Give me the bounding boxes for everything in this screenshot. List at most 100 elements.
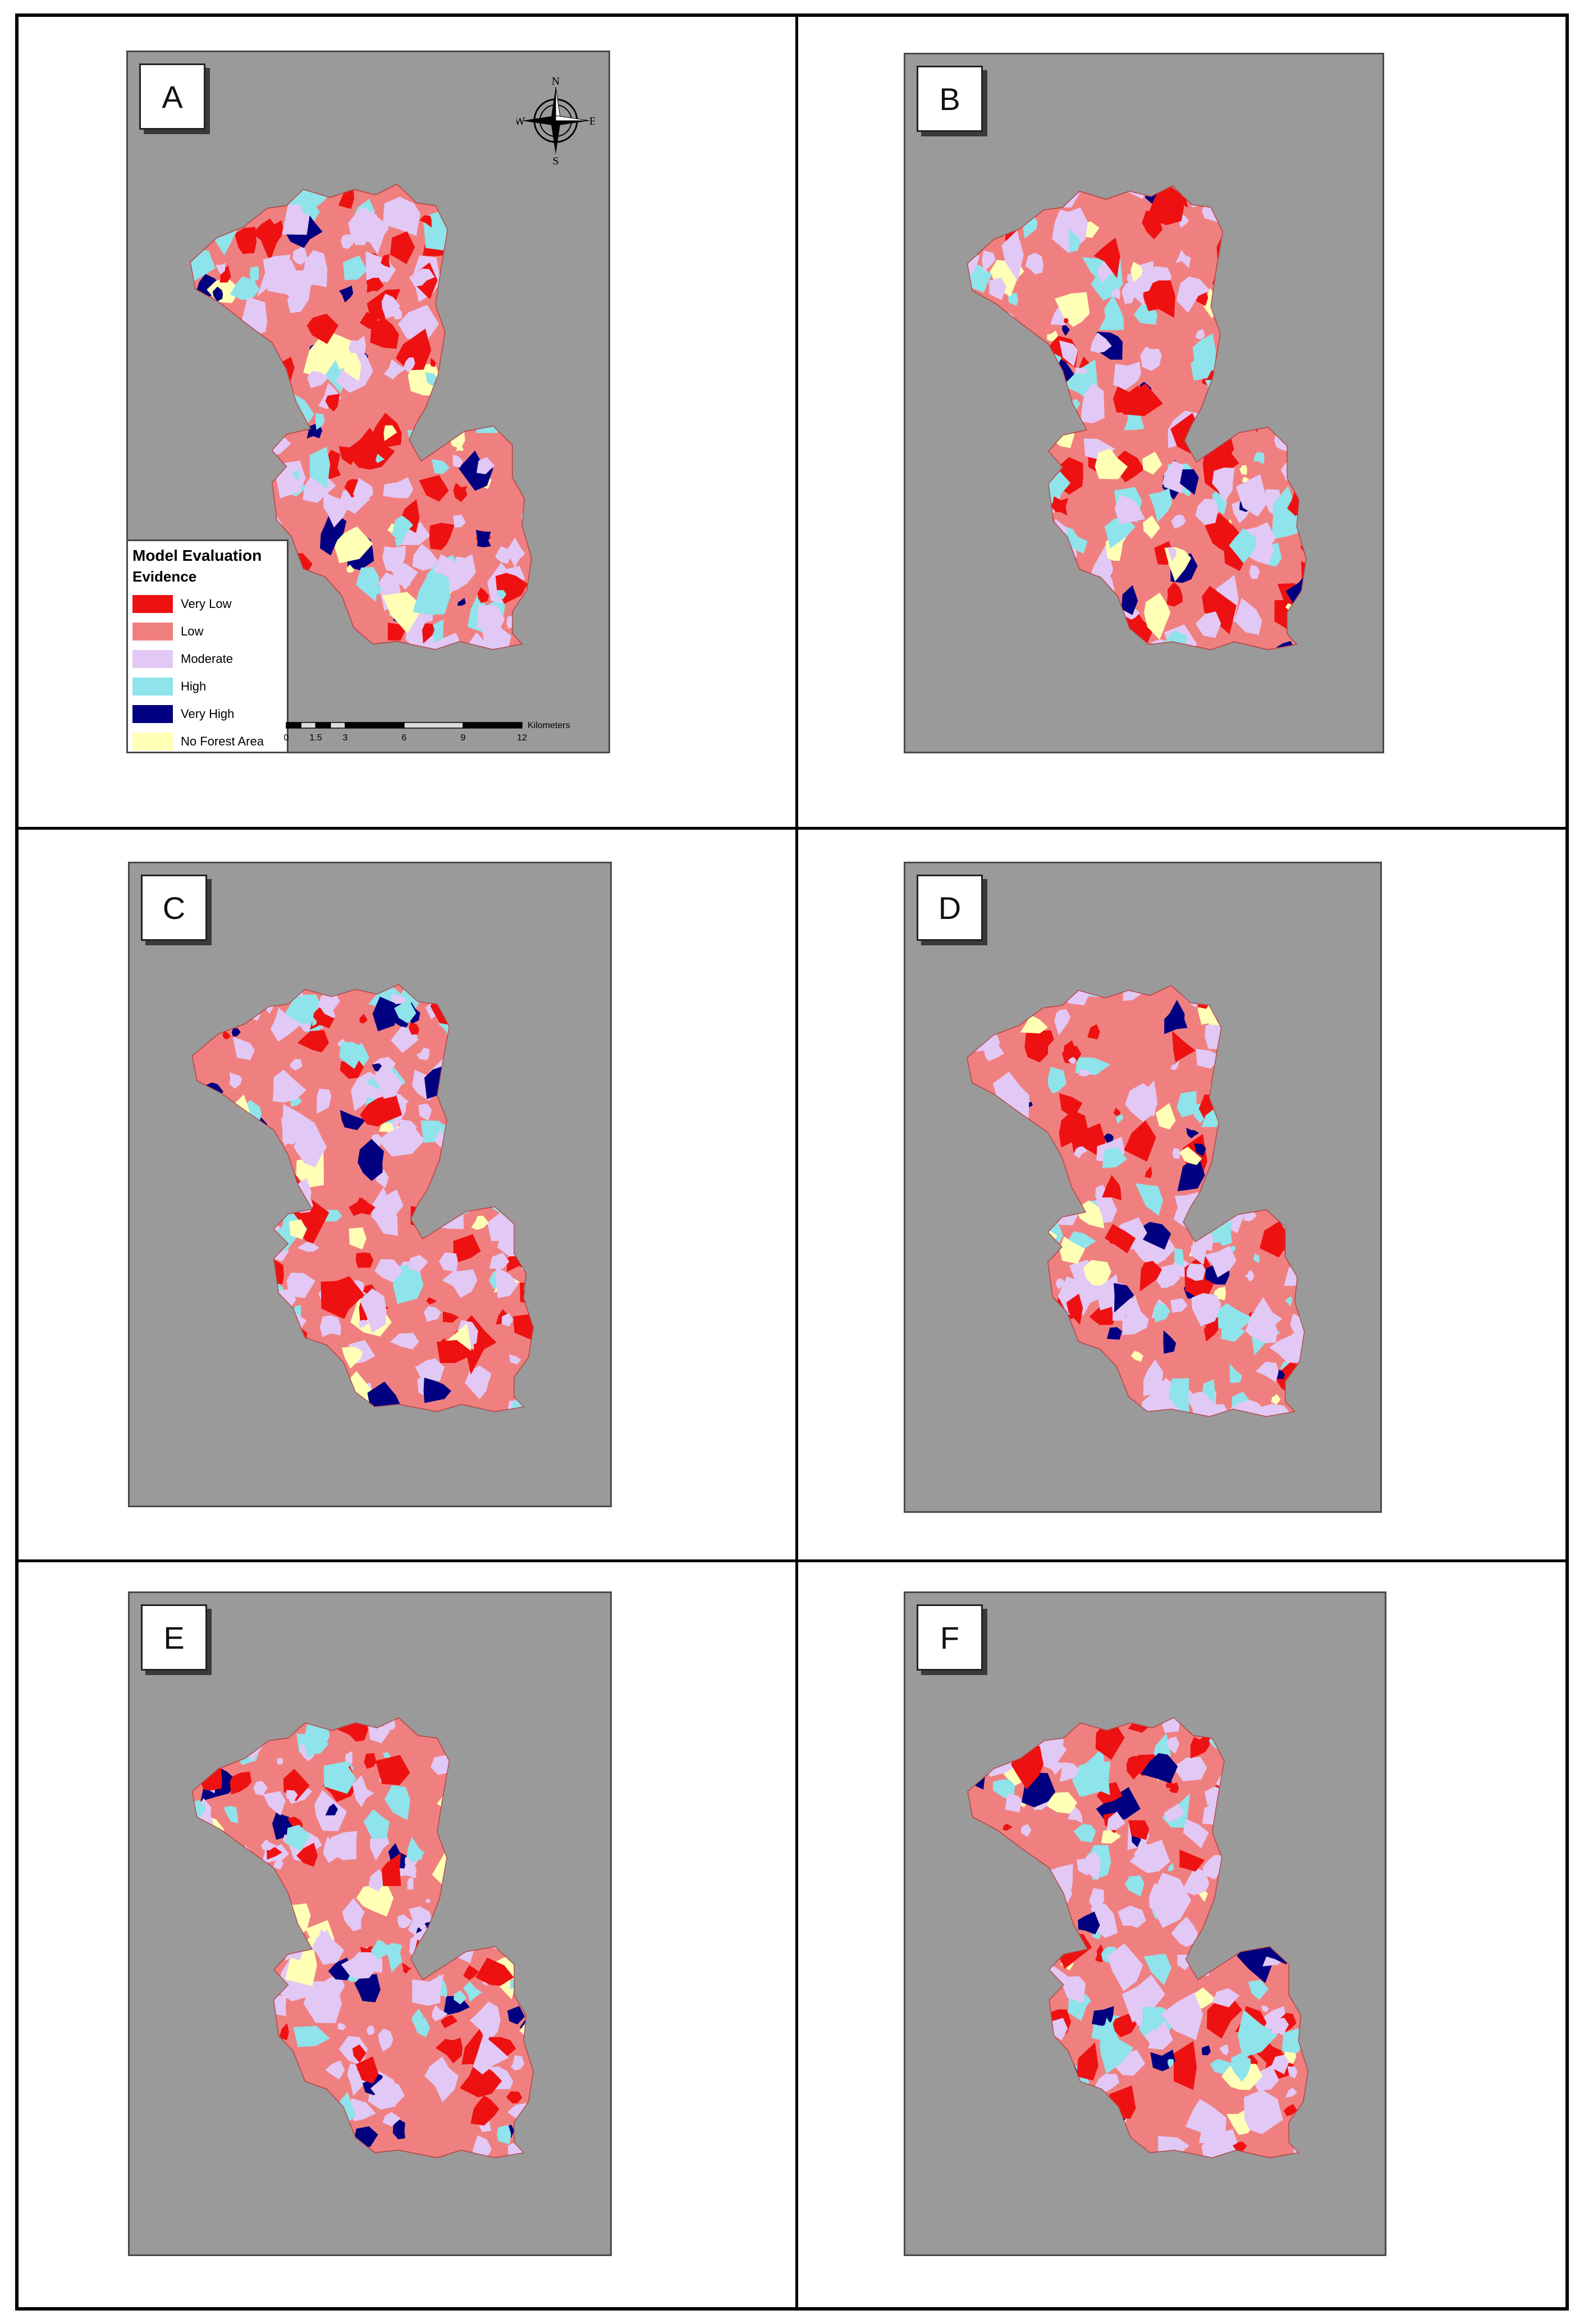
patch-very-low bbox=[409, 1022, 419, 1035]
patch-moderate bbox=[469, 241, 487, 267]
patch-no-forest bbox=[262, 468, 276, 482]
patch-no-forest bbox=[349, 1227, 367, 1250]
map-legend: Model Evaluation Evidence Very Low Low Moder… bbox=[128, 539, 289, 752]
scale-tick-label: 0 bbox=[284, 733, 289, 743]
patch-very-low bbox=[969, 400, 981, 420]
patch-moderate bbox=[270, 1008, 302, 1042]
patch-very-low bbox=[360, 1094, 402, 1127]
patch-moderate bbox=[1030, 1238, 1050, 1254]
patch-moderate bbox=[1271, 2018, 1289, 2034]
patch-moderate bbox=[223, 1970, 241, 1991]
patch-no-forest bbox=[1304, 1083, 1315, 1096]
patch-very-low bbox=[1015, 1896, 1026, 1904]
patch-very-low bbox=[523, 1370, 534, 1403]
patch-moderate bbox=[379, 1189, 404, 1215]
patch-moderate bbox=[1002, 2030, 1024, 2047]
patch-high bbox=[980, 1974, 999, 1992]
patch-moderate bbox=[1219, 2044, 1229, 2056]
patch-moderate bbox=[404, 357, 415, 373]
patch-very-low bbox=[264, 1370, 290, 1398]
patch-moderate bbox=[1279, 1754, 1303, 1783]
patch-very-low bbox=[310, 1007, 335, 1030]
patch-moderate bbox=[209, 439, 251, 483]
patch-high bbox=[1008, 195, 1024, 213]
patch-moderate bbox=[977, 336, 1010, 368]
patch-high bbox=[497, 2125, 511, 2145]
patch-very-high bbox=[456, 1156, 469, 1168]
patch-high bbox=[1203, 1210, 1217, 1232]
patch-high bbox=[1104, 515, 1136, 548]
patch-moderate bbox=[1053, 2093, 1069, 2105]
patch-moderate bbox=[1239, 998, 1284, 1036]
patch-moderate bbox=[453, 1025, 492, 1069]
patch-very-high bbox=[212, 286, 223, 302]
patch-moderate bbox=[1281, 275, 1299, 294]
patch-no-forest bbox=[192, 1822, 207, 1850]
scale-bar: 0 1.5 3 6 9 12 Kilometers bbox=[284, 721, 598, 747]
patch-very-low bbox=[1144, 1166, 1152, 1178]
patch-moderate bbox=[259, 2143, 293, 2158]
patch-high bbox=[1158, 630, 1187, 650]
patch-very-low bbox=[1283, 2103, 1298, 2116]
patch-high bbox=[260, 1204, 270, 1216]
patch-high bbox=[1143, 1954, 1172, 1986]
patch-very-low bbox=[190, 442, 222, 470]
patch-high bbox=[1253, 342, 1275, 374]
patch-high bbox=[1153, 1302, 1170, 1323]
patch-high bbox=[475, 1782, 501, 1804]
patch-high bbox=[496, 590, 507, 600]
patch-moderate bbox=[972, 1295, 985, 1306]
patch-high bbox=[495, 1718, 509, 1737]
patch-very-low bbox=[230, 1771, 252, 1795]
patch-moderate bbox=[1192, 1225, 1214, 1251]
patch-moderate bbox=[1243, 1821, 1255, 1840]
patch-high bbox=[339, 1042, 365, 1069]
patch-very-low bbox=[429, 523, 455, 550]
patch-high bbox=[967, 568, 996, 609]
patch-moderate bbox=[239, 1143, 262, 1166]
patch-moderate bbox=[244, 337, 272, 365]
patch-very-high bbox=[1285, 565, 1306, 607]
patch-very-low bbox=[1063, 318, 1069, 324]
patch-moderate bbox=[208, 486, 232, 516]
map-panel-f: F bbox=[904, 1591, 1386, 2256]
legend-swatch bbox=[132, 649, 173, 668]
patch-high bbox=[469, 1788, 502, 1822]
patch-no-forest bbox=[1019, 1916, 1033, 1930]
patch-very-low bbox=[1232, 284, 1248, 300]
patch-no-forest bbox=[382, 592, 424, 634]
patch-very-low bbox=[451, 1718, 464, 1721]
patch-moderate bbox=[1037, 2034, 1050, 2049]
patch-high bbox=[1041, 1141, 1056, 1160]
patch-moderate bbox=[1113, 362, 1142, 391]
patch-high bbox=[1229, 1364, 1242, 1383]
patch-no-forest bbox=[1083, 1260, 1111, 1286]
patch-moderate bbox=[1079, 1069, 1092, 1077]
patch-moderate bbox=[976, 338, 993, 365]
patch-very-high bbox=[1163, 1330, 1176, 1354]
patch-moderate bbox=[1170, 1298, 1188, 1313]
patch-moderate bbox=[1056, 615, 1079, 650]
patch-very-high bbox=[967, 197, 988, 216]
patch-moderate bbox=[253, 2058, 280, 2084]
patch-very-low bbox=[1260, 186, 1298, 218]
patch-very-high bbox=[213, 464, 222, 472]
patch-no-forest bbox=[1059, 1236, 1086, 1264]
patch-very-low bbox=[359, 1013, 368, 1024]
patch-very-low bbox=[475, 1957, 514, 1986]
patch-moderate bbox=[370, 1832, 390, 1861]
patch-moderate bbox=[968, 1969, 988, 1993]
patch-moderate bbox=[503, 1772, 510, 1782]
patch-very-high bbox=[443, 1885, 471, 1913]
patch-high bbox=[1291, 1829, 1308, 1882]
patch-high bbox=[1124, 1875, 1144, 1897]
patch-moderate bbox=[1044, 1905, 1069, 1940]
patch-moderate bbox=[1238, 1095, 1261, 1139]
patch-high bbox=[260, 2097, 276, 2121]
study-area-outline bbox=[190, 183, 532, 650]
patch-very-low bbox=[366, 277, 384, 293]
map-canvas bbox=[191, 1717, 534, 2158]
patch-very-low bbox=[229, 984, 262, 996]
patch-very-high bbox=[192, 1865, 208, 1888]
patch-moderate bbox=[1271, 2055, 1289, 2075]
